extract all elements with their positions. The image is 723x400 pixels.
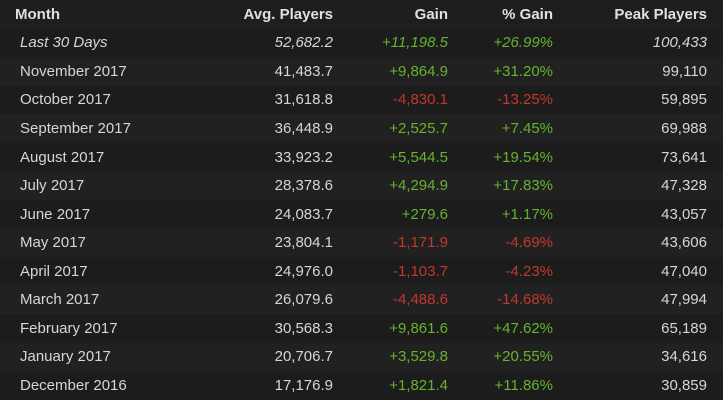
- month-cell: March 2017: [0, 285, 195, 315]
- gain-cell: -4,488.6: [333, 285, 448, 315]
- table-row: February 2017 30,568.3 +9,861.6 +47.62% 65,1…: [0, 314, 723, 343]
- peak-players-cell: 30,859: [553, 371, 723, 400]
- table-header-row: Month Avg. Players Gain % Gain Peak Play…: [0, 0, 723, 29]
- table-row: Last 30 Days 52,682.2 +11,198.5 +26.99% 100,…: [0, 28, 723, 58]
- table-row: December 2016 17,176.9 +1,821.4 +11.86% 30,8…: [0, 371, 723, 400]
- pct-gain-cell: +17.83%: [448, 171, 553, 200]
- avg-players-cell: 24,976.0: [195, 256, 333, 286]
- avg-players-cell: 33,923.2: [195, 142, 333, 172]
- table-row: January 2017 20,706.7 +3,529.8 +20.55% 34,61…: [0, 342, 723, 372]
- avg-players-cell: 24,083.7: [195, 199, 333, 229]
- table-row: June 2017 24,083.7 +279.6 +1.17% 43,057: [0, 199, 723, 229]
- avg-players-cell: 52,682.2: [195, 28, 333, 58]
- table-row: November 2017 41,483.7 +9,864.9 +31.20% 99,1…: [0, 57, 723, 86]
- peak-players-cell: 43,606: [553, 228, 723, 257]
- month-cell: August 2017: [0, 142, 195, 172]
- gain-cell: +4,294.9: [333, 171, 448, 200]
- gain-cell: +11,198.5: [333, 28, 448, 58]
- avg-players-cell: 28,378.6: [195, 171, 333, 200]
- avg-players-cell: 26,079.6: [195, 285, 333, 315]
- peak-players-cell: 69,988: [553, 114, 723, 143]
- pct-gain-cell: +31.20%: [448, 57, 553, 86]
- month-cell: April 2017: [0, 256, 195, 286]
- pct-gain-cell: +26.99%: [448, 28, 553, 58]
- peak-players-cell: 65,189: [553, 314, 723, 343]
- month-cell: November 2017: [0, 57, 195, 86]
- table-row: May 2017 23,804.1 -1,171.9 -4.69% 43,606: [0, 228, 723, 257]
- pct-gain-cell: +1.17%: [448, 199, 553, 229]
- header-gain[interactable]: Gain: [333, 0, 448, 29]
- peak-players-cell: 99,110: [553, 57, 723, 86]
- avg-players-cell: 30,568.3: [195, 314, 333, 343]
- gain-cell: +5,544.5: [333, 142, 448, 172]
- gain-cell: +9,864.9: [333, 57, 448, 86]
- peak-players-cell: 34,616: [553, 342, 723, 372]
- peak-players-cell: 47,994: [553, 285, 723, 315]
- avg-players-cell: 41,483.7: [195, 57, 333, 86]
- avg-players-cell: 36,448.9: [195, 114, 333, 143]
- pct-gain-cell: +47.62%: [448, 314, 553, 343]
- month-cell: Last 30 Days: [0, 28, 195, 58]
- table-row: March 2017 26,079.6 -4,488.6 -14.68% 47,994: [0, 285, 723, 315]
- gain-cell: +9,861.6: [333, 314, 448, 343]
- header-month[interactable]: Month: [0, 0, 195, 29]
- pct-gain-cell: +19.54%: [448, 142, 553, 172]
- pct-gain-cell: -14.68%: [448, 285, 553, 315]
- pct-gain-cell: +20.55%: [448, 342, 553, 372]
- avg-players-cell: 17,176.9: [195, 371, 333, 400]
- gain-cell: +1,821.4: [333, 371, 448, 400]
- month-cell: October 2017: [0, 85, 195, 115]
- month-cell: June 2017: [0, 199, 195, 229]
- month-cell: February 2017: [0, 314, 195, 343]
- avg-players-cell: 31,618.8: [195, 85, 333, 115]
- pct-gain-cell: -4.23%: [448, 256, 553, 286]
- gain-cell: +279.6: [333, 199, 448, 229]
- header-avg-players[interactable]: Avg. Players: [195, 0, 333, 29]
- avg-players-cell: 23,804.1: [195, 228, 333, 257]
- peak-players-cell: 100,433: [553, 28, 723, 58]
- table-row: September 2017 36,448.9 +2,525.7 +7.45% 69,9…: [0, 114, 723, 143]
- gain-cell: +2,525.7: [333, 114, 448, 143]
- pct-gain-cell: -4.69%: [448, 228, 553, 257]
- header-pct-gain[interactable]: % Gain: [448, 0, 553, 29]
- gain-cell: -1,103.7: [333, 256, 448, 286]
- table-row: July 2017 28,378.6 +4,294.9 +17.83% 47,328: [0, 171, 723, 200]
- month-cell: December 2016: [0, 371, 195, 400]
- month-cell: July 2017: [0, 171, 195, 200]
- gain-cell: +3,529.8: [333, 342, 448, 372]
- peak-players-cell: 47,328: [553, 171, 723, 200]
- month-cell: January 2017: [0, 342, 195, 372]
- pct-gain-cell: +7.45%: [448, 114, 553, 143]
- peak-players-cell: 59,895: [553, 85, 723, 115]
- header-peak-players[interactable]: Peak Players: [553, 0, 723, 29]
- gain-cell: -4,830.1: [333, 85, 448, 115]
- gain-cell: -1,171.9: [333, 228, 448, 257]
- pct-gain-cell: -13.25%: [448, 85, 553, 115]
- month-cell: September 2017: [0, 114, 195, 143]
- table-row: April 2017 24,976.0 -1,103.7 -4.23% 47,040: [0, 256, 723, 286]
- table-row: October 2017 31,618.8 -4,830.1 -13.25% 59,89…: [0, 85, 723, 115]
- table-row: August 2017 33,923.2 +5,544.5 +19.54% 73,641: [0, 142, 723, 172]
- peak-players-cell: 73,641: [553, 142, 723, 172]
- peak-players-cell: 47,040: [553, 256, 723, 286]
- avg-players-cell: 20,706.7: [195, 342, 333, 372]
- pct-gain-cell: +11.86%: [448, 371, 553, 400]
- peak-players-cell: 43,057: [553, 199, 723, 229]
- month-cell: May 2017: [0, 228, 195, 257]
